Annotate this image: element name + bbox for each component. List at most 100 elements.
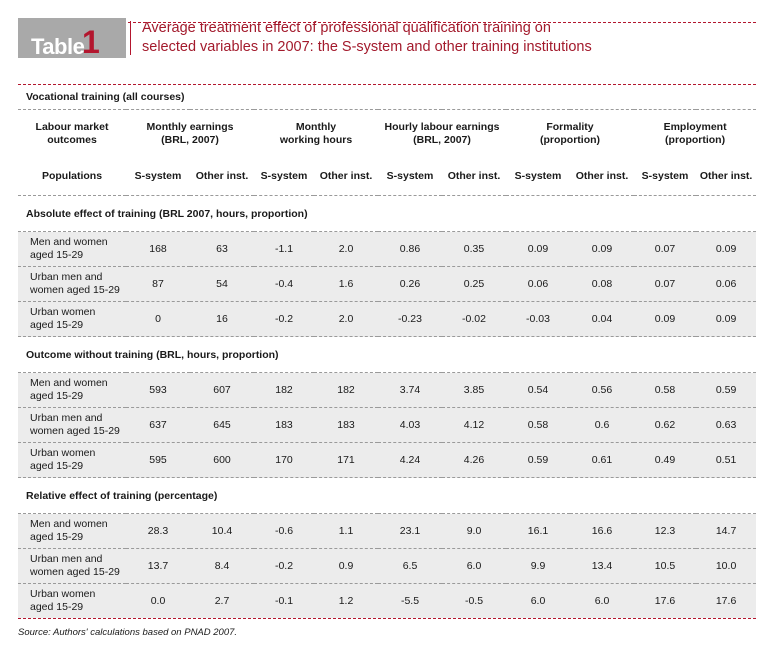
group-header-employment-line-2: (proportion)	[665, 134, 726, 146]
population-label-line-2: women aged 15-29	[30, 284, 120, 296]
sub-header-populations: Populations	[41, 170, 103, 182]
table-cell: -0.2	[254, 548, 314, 584]
section-title: Relative effect of training (percentage)	[18, 477, 757, 514]
population-label-line-1: Urban women	[30, 588, 96, 600]
bottom-divider	[18, 618, 756, 619]
table-cell: 0.07	[634, 231, 696, 267]
table-cell: 10.4	[190, 513, 254, 549]
population-label-line-2: aged 15-29	[30, 460, 84, 472]
table-cell: 16	[190, 301, 254, 337]
table-cell: 16.1	[506, 513, 570, 549]
table-cell: -1.1	[254, 231, 314, 267]
table-cell: 28.3	[126, 513, 190, 549]
table-row: Men and women aged 15-29 28.3 10.4 -0.6 1.1 23…	[18, 513, 757, 549]
table-cell: 10.0	[696, 548, 757, 584]
title-divider	[130, 21, 131, 55]
population-label-line-1: Urban men and	[30, 553, 103, 565]
table-cell: 183	[314, 407, 378, 443]
table-cell: 171	[314, 442, 378, 478]
outcomes-header: Labour market outcomes	[18, 109, 126, 157]
sub-header-other-inst: Other inst.	[195, 170, 249, 182]
vocational-training-label: Vocational training (all courses)	[26, 91, 185, 103]
table-cell: 168	[126, 231, 190, 267]
population-label-line-1: Men and women	[30, 236, 108, 248]
top-divider	[18, 22, 756, 23]
table-cell: 607	[190, 372, 254, 408]
table-cell: 0.61	[570, 442, 634, 478]
table-cell: 0	[126, 301, 190, 337]
table-row: Urban men and women aged 15-29 87 54 -0.4 1.6…	[18, 266, 757, 302]
table-cell: 17.6	[634, 583, 696, 618]
population-label-line-1: Urban women	[30, 306, 96, 318]
table-cell: 0.58	[634, 372, 696, 408]
table-cell: 0.49	[634, 442, 696, 478]
population-label-line-2: aged 15-29	[30, 390, 84, 402]
group-header-earnings: Monthly earnings (BRL, 2007)	[126, 109, 254, 157]
table-cell: 2.0	[314, 301, 378, 337]
population-label: Urban women aged 15-29	[18, 442, 126, 478]
table-cell: 9.9	[506, 548, 570, 584]
table-figure: Table 1 Average treatment effect of prof…	[18, 0, 757, 638]
table-cell: 0.06	[696, 266, 757, 302]
population-label: Urban men and women aged 15-29	[18, 548, 126, 584]
table-cell: 13.4	[570, 548, 634, 584]
table-row: Urban women aged 15-29 0 16 -0.2 2.0 -0.23 -0.0…	[18, 301, 757, 337]
table-cell: 182	[254, 372, 314, 408]
table-cell: 13.7	[126, 548, 190, 584]
table-cell: 637	[126, 407, 190, 443]
table-cell: 2.0	[314, 231, 378, 267]
group-header-hourly: Hourly labour earnings (BRL, 2007)	[378, 109, 506, 157]
group-header-formality-line-1: Formality	[546, 121, 594, 133]
table-cell: 0.25	[442, 266, 506, 302]
table-cell: 4.24	[378, 442, 442, 478]
population-label-line-2: aged 15-29	[30, 531, 84, 543]
population-label: Urban women aged 15-29	[18, 583, 126, 618]
group-header-formality-line-2: (proportion)	[539, 134, 601, 146]
table-cell: 63	[190, 231, 254, 267]
table-cell: 0.08	[570, 266, 634, 302]
table-cell: 0.0	[126, 583, 190, 618]
table-cell: -0.1	[254, 583, 314, 618]
population-label: Urban women aged 15-29	[18, 301, 126, 337]
sub-header-other-inst: Other inst.	[575, 170, 629, 182]
group-header-formality: Formality (proportion)	[506, 109, 634, 157]
population-label-line-1: Men and women	[30, 518, 108, 530]
table-cell: 0.09	[696, 231, 757, 267]
table-cell: 0.56	[570, 372, 634, 408]
table-cell: 0.09	[696, 301, 757, 337]
table-cell: 645	[190, 407, 254, 443]
table-cell: 0.58	[506, 407, 570, 443]
table-cell: 0.35	[442, 231, 506, 267]
section-title-row: Absolute effect of training (BRL 2007, h…	[18, 195, 757, 232]
table-cell: 87	[126, 266, 190, 302]
table-cell: 1.2	[314, 583, 378, 618]
population-label: Urban men and women aged 15-29	[18, 266, 126, 302]
section-title: Absolute effect of training (BRL 2007, h…	[18, 195, 757, 232]
table-cell: 6.0	[570, 583, 634, 618]
table-cell: 0.54	[506, 372, 570, 408]
sub-header-s-system: S-system	[260, 170, 308, 182]
table-cell: 593	[126, 372, 190, 408]
population-label-line-1: Urban men and	[30, 412, 103, 424]
table-cell: 0.04	[570, 301, 634, 337]
table-cell: 54	[190, 266, 254, 302]
table-cell: 0.59	[696, 372, 757, 408]
results-table: Vocational training (all courses) Labour…	[18, 85, 757, 618]
vocational-training-row: Vocational training (all courses)	[18, 85, 756, 110]
population-label-line-2: aged 15-29	[30, 319, 84, 331]
table-row: Men and women aged 15-29 593 607 182 182 3.74 3…	[18, 372, 757, 408]
table-cell: 0.62	[634, 407, 696, 443]
table-cell: 12.3	[634, 513, 696, 549]
table-cell: 9.0	[442, 513, 506, 549]
section-title: Outcome without training (BRL, hours, pr…	[18, 336, 757, 373]
table-cell: 0.09	[506, 231, 570, 267]
section-title-row: Outcome without training (BRL, hours, pr…	[18, 336, 757, 373]
table-cell: 4.03	[378, 407, 442, 443]
population-label-line-2: women aged 15-29	[30, 425, 120, 437]
table-row: Urban women aged 15-29 0.0 2.7 -0.1 1.2 -5.5 -0…	[18, 583, 757, 618]
table-cell: 595	[126, 442, 190, 478]
table-cell: -0.2	[254, 301, 314, 337]
population-label: Men and women aged 15-29	[18, 372, 126, 408]
group-header-hourly-line-2: (BRL, 2007)	[413, 134, 471, 146]
table-cell: 16.6	[570, 513, 634, 549]
